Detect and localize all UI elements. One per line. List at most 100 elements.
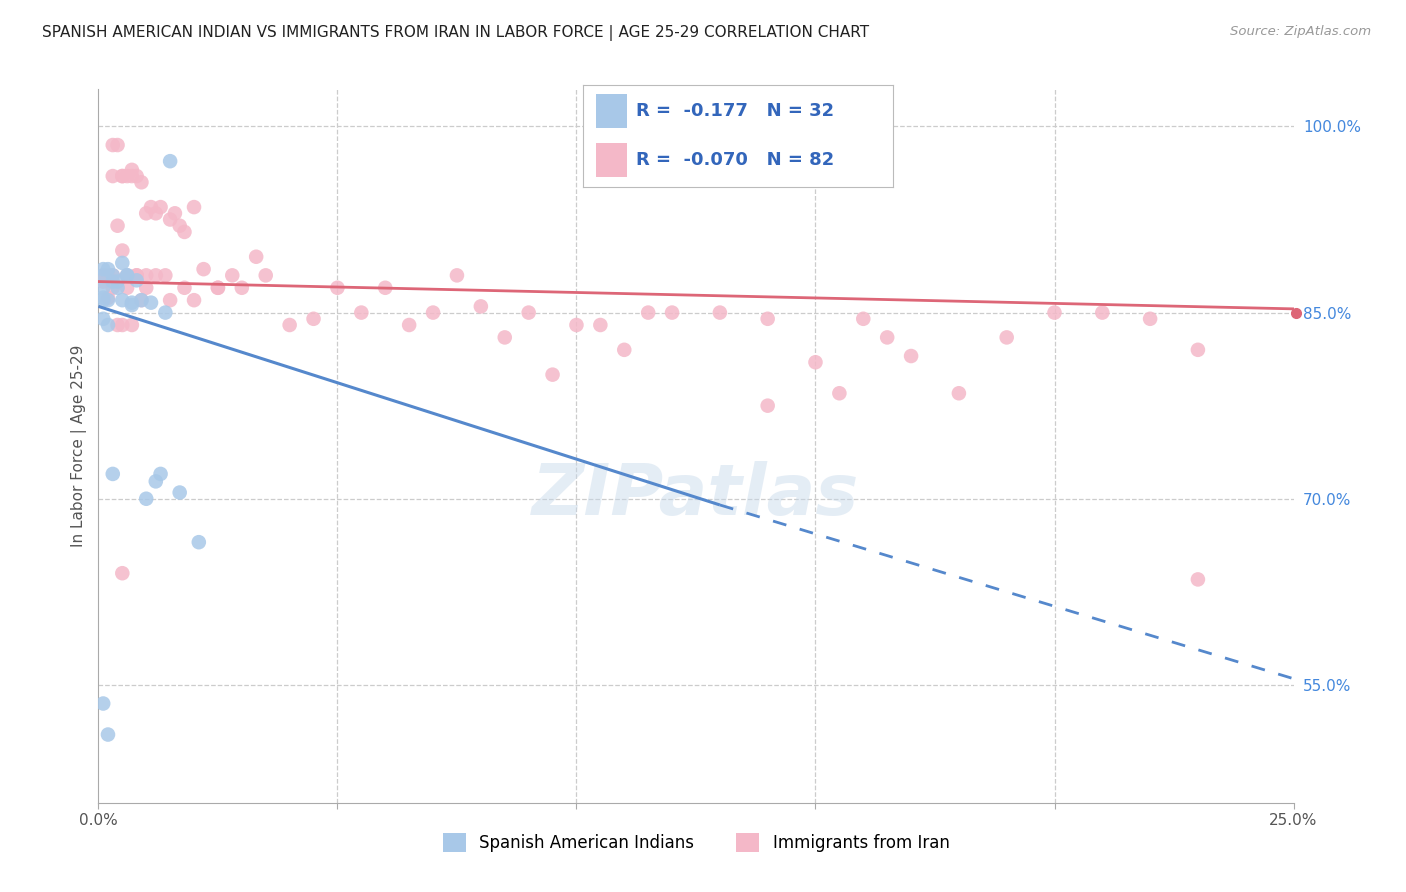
Point <box>97 262 120 277</box>
Point <box>207 281 229 295</box>
Point <box>97 291 120 305</box>
Point <box>139 200 162 214</box>
Point <box>139 295 162 310</box>
Text: Source: ZipAtlas.com: Source: ZipAtlas.com <box>1230 25 1371 38</box>
Point <box>111 169 134 183</box>
Point <box>107 275 129 289</box>
Point <box>159 154 181 169</box>
Y-axis label: In Labor Force | Age 25-29: In Labor Force | Age 25-29 <box>72 345 87 547</box>
Point <box>97 727 120 741</box>
Point <box>121 162 143 177</box>
Point <box>91 262 114 277</box>
Point <box>111 293 134 308</box>
Point <box>995 330 1018 344</box>
Point <box>446 268 468 283</box>
Point <box>107 138 129 153</box>
Point <box>756 399 779 413</box>
Point <box>163 206 186 220</box>
Point <box>145 268 167 283</box>
Point <box>101 268 124 283</box>
Point <box>517 305 540 319</box>
Point <box>1091 305 1114 319</box>
Point <box>97 318 120 332</box>
Point <box>145 475 167 489</box>
Text: R =  -0.177   N = 32: R = -0.177 N = 32 <box>636 102 834 120</box>
Point <box>97 293 120 308</box>
Point <box>121 295 143 310</box>
Point <box>254 268 277 283</box>
Point <box>613 343 636 357</box>
Point <box>101 275 124 289</box>
Point <box>121 298 143 312</box>
Point <box>398 318 420 332</box>
Point <box>125 273 148 287</box>
Point <box>101 268 124 283</box>
Point <box>115 268 138 283</box>
Point <box>125 169 148 183</box>
Point <box>101 281 124 295</box>
Point <box>107 219 129 233</box>
Point <box>111 566 134 581</box>
Point <box>121 169 143 183</box>
Point <box>828 386 851 401</box>
Point <box>155 305 177 319</box>
Point <box>115 169 138 183</box>
Point <box>159 212 181 227</box>
Point <box>173 281 195 295</box>
Point <box>756 311 779 326</box>
Point <box>183 200 205 214</box>
Point <box>374 281 396 295</box>
Point <box>565 318 588 332</box>
Point <box>135 206 157 220</box>
Text: R =  -0.070   N = 82: R = -0.070 N = 82 <box>636 151 834 169</box>
Point <box>125 268 148 283</box>
Point <box>131 293 153 308</box>
Point <box>111 318 134 332</box>
Point <box>91 275 114 289</box>
Point <box>91 697 114 711</box>
Point <box>131 175 153 189</box>
Point <box>91 268 114 283</box>
Point <box>231 281 253 295</box>
Point <box>149 467 172 481</box>
Text: ZIPatlas: ZIPatlas <box>533 461 859 531</box>
Point <box>173 225 195 239</box>
Point <box>494 330 516 344</box>
Point <box>111 256 134 270</box>
Point <box>876 330 898 344</box>
Point <box>245 250 267 264</box>
Point <box>101 467 124 481</box>
Point <box>187 535 209 549</box>
Point <box>111 244 134 258</box>
Point <box>91 268 114 283</box>
Point <box>1187 343 1209 357</box>
Point <box>169 219 191 233</box>
Point <box>115 268 138 283</box>
Point <box>804 355 827 369</box>
Point <box>302 311 325 326</box>
Point <box>107 318 129 332</box>
Point <box>470 299 492 313</box>
Point <box>121 318 143 332</box>
Point <box>115 268 138 283</box>
Point <box>115 281 138 295</box>
Point <box>135 268 157 283</box>
Point <box>97 268 120 283</box>
Point <box>1139 311 1161 326</box>
Point <box>326 281 349 295</box>
Legend: Spanish American Indians, Immigrants from Iran: Spanish American Indians, Immigrants fro… <box>436 826 956 859</box>
Point <box>948 386 970 401</box>
Point <box>1043 305 1066 319</box>
Point <box>135 281 157 295</box>
Point <box>852 311 875 326</box>
Point <box>149 200 172 214</box>
Point <box>183 293 205 308</box>
Point <box>155 268 177 283</box>
Point <box>135 491 157 506</box>
Point <box>900 349 922 363</box>
Point <box>101 138 124 153</box>
Point <box>637 305 659 319</box>
Point <box>125 268 148 283</box>
Point <box>91 291 114 305</box>
Point <box>193 262 215 277</box>
